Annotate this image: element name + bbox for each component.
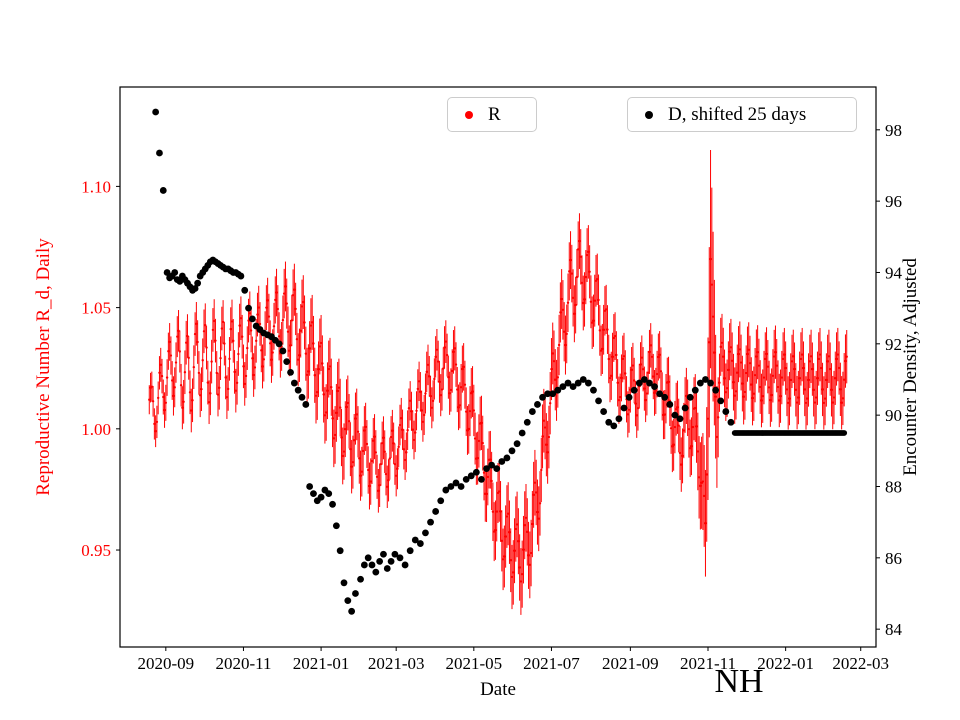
- d-series-flat-tail: [731, 430, 848, 436]
- y-right-tick-label: 88: [885, 477, 902, 496]
- x-tick-label: 2021-05: [445, 654, 502, 673]
- y-right-tick-label: 86: [885, 549, 902, 568]
- region-annotation: NH: [714, 663, 764, 700]
- y-left-tick-label: 1.00: [81, 420, 111, 439]
- x-tick-label: 2020-09: [137, 654, 194, 673]
- x-tick-label: 2021-09: [602, 654, 659, 673]
- y-axis-label-right: Encounter Density, Adjusted: [900, 258, 921, 476]
- legend-d-marker-icon: [645, 110, 653, 119]
- y-right-tick-label: 98: [885, 121, 902, 140]
- y-right-tick-label: 94: [885, 263, 903, 282]
- x-tick-label: 2020-11: [215, 654, 271, 673]
- legend-r: R: [447, 97, 537, 132]
- x-tick-label: 2021-01: [293, 654, 350, 673]
- y-left-tick-label: 1.05: [81, 299, 111, 318]
- y-right-tick-label: 96: [885, 192, 902, 211]
- x-tick-label: 2021-11: [680, 654, 736, 673]
- y-right-tick-label: 92: [885, 335, 902, 354]
- x-axis-ticks: 2020-09 2020-11 2021-01 2021-03 2021-05 2021-…: [137, 647, 889, 673]
- legend-r-marker-icon: [465, 110, 473, 119]
- plot-border: [119, 86, 877, 648]
- y-left-tick-label: 0.95: [81, 541, 111, 560]
- y-right-tick-label: 90: [885, 406, 902, 425]
- r-series: [148, 150, 848, 615]
- y-axis-right-ticks: 84 86 88 90 92 94 96 98: [876, 121, 903, 639]
- legend-r-label: R: [488, 103, 501, 125]
- legend-d-label: D, shifted 25 days: [668, 103, 807, 125]
- y-axis-label-left: Reproductive Number R_d, Daily: [33, 238, 54, 496]
- x-tick-label: 2021-03: [368, 654, 425, 673]
- x-tick-label: 2022-03: [832, 654, 889, 673]
- x-tick-label: 2022-01: [757, 654, 814, 673]
- legend-d: D, shifted 25 days: [627, 97, 857, 132]
- x-axis-label: Date: [480, 679, 516, 700]
- x-tick-label: 2021-07: [523, 654, 580, 673]
- y-left-tick-label: 1.10: [81, 177, 111, 196]
- y-right-tick-label: 84: [885, 620, 903, 639]
- y-axis-left-ticks: 0.95 1.00 1.05 1.10: [81, 177, 120, 560]
- d-series: [152, 108, 735, 615]
